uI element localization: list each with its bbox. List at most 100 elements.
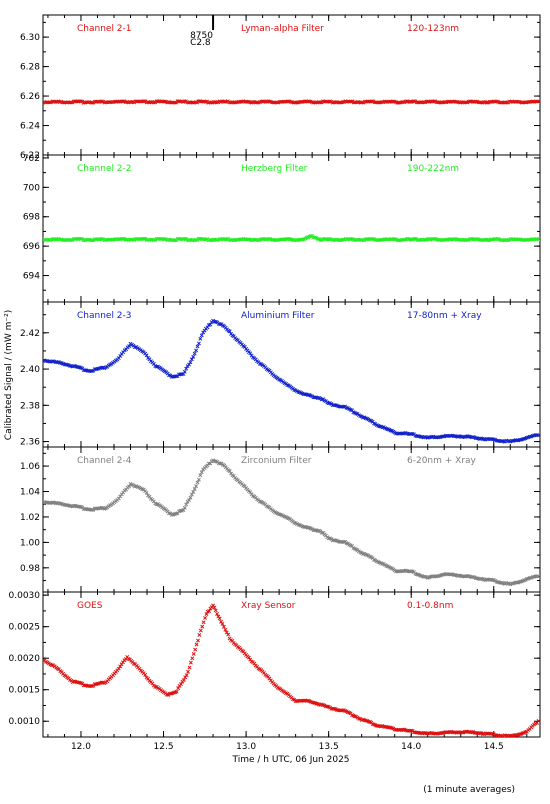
data-point xyxy=(217,616,222,621)
data-point xyxy=(137,237,142,241)
data-point xyxy=(367,418,372,423)
data-point xyxy=(174,689,179,694)
data-point xyxy=(388,237,393,242)
data-point xyxy=(267,676,272,681)
data-point xyxy=(501,439,506,444)
data-point xyxy=(484,731,489,736)
data-point xyxy=(74,237,79,241)
data-point xyxy=(536,237,540,241)
data-point xyxy=(463,100,468,105)
data-point xyxy=(333,538,338,543)
data-point xyxy=(485,238,490,243)
data-point xyxy=(443,237,448,242)
data-point xyxy=(495,438,500,443)
data-point xyxy=(68,363,72,368)
data-point xyxy=(172,238,177,243)
data-point xyxy=(388,99,393,104)
data-point xyxy=(43,360,45,363)
data-point xyxy=(395,569,400,574)
data-point xyxy=(241,236,246,241)
data-point xyxy=(195,344,200,349)
data-point xyxy=(101,365,105,370)
data-point xyxy=(130,482,134,487)
data-point xyxy=(77,680,82,685)
data-point xyxy=(382,99,387,104)
data-point xyxy=(423,574,427,579)
data-point xyxy=(45,500,50,505)
flare-marker-label-top: 8750 xyxy=(190,31,213,41)
data-point xyxy=(189,357,194,362)
filter-label: Herzberg Filter xyxy=(241,164,308,174)
data-point xyxy=(238,99,243,104)
y-tick-label: 6.30 xyxy=(20,33,40,43)
data-point xyxy=(328,99,333,104)
data-point xyxy=(435,574,440,579)
data-point xyxy=(131,661,136,666)
data-point xyxy=(201,620,206,625)
footnote: (1 minute averages) xyxy=(423,785,515,795)
data-point xyxy=(377,560,382,565)
data-point xyxy=(49,663,54,668)
data-point xyxy=(187,498,191,503)
data-point xyxy=(535,99,540,104)
data-point xyxy=(528,99,533,104)
data-point xyxy=(484,100,489,105)
filter-label: Zirconium Filter xyxy=(241,456,312,466)
data-point xyxy=(181,508,186,512)
data-point xyxy=(343,709,348,713)
data-point xyxy=(77,504,82,509)
data-point xyxy=(198,473,203,478)
x-tick-label: 14.5 xyxy=(484,742,504,752)
data-point xyxy=(241,99,246,104)
data-point xyxy=(119,99,124,104)
data-point xyxy=(95,506,100,511)
data-point xyxy=(405,99,409,104)
data-point xyxy=(391,237,396,241)
data-point xyxy=(363,237,368,242)
data-point xyxy=(363,552,368,557)
data-point xyxy=(403,430,408,435)
data-point xyxy=(87,100,92,105)
y-tick-label: 0.0020 xyxy=(9,654,41,664)
data-point xyxy=(74,99,79,104)
data-point xyxy=(366,719,371,724)
data-point xyxy=(450,572,455,577)
y-tick-label: 1.04 xyxy=(20,488,40,498)
data-point xyxy=(471,237,476,242)
data-point xyxy=(198,336,203,341)
data-point xyxy=(200,624,205,629)
data-point xyxy=(363,718,368,723)
data-point xyxy=(428,435,433,439)
data-point xyxy=(317,395,321,400)
data-point xyxy=(465,573,470,578)
data-point xyxy=(409,569,414,574)
data-point xyxy=(352,714,357,719)
data-point xyxy=(517,99,521,104)
data-point xyxy=(455,100,460,104)
data-point xyxy=(213,319,218,324)
data-point xyxy=(69,364,74,369)
data-point xyxy=(182,99,187,104)
data-point xyxy=(495,237,500,241)
data-point xyxy=(416,572,421,577)
data-point xyxy=(344,405,349,410)
data-point xyxy=(400,100,405,105)
data-point xyxy=(501,238,506,243)
data-point xyxy=(285,383,290,388)
data-point xyxy=(422,237,427,242)
data-point xyxy=(509,438,514,443)
data-point xyxy=(209,100,214,105)
data-point xyxy=(260,99,265,104)
data-point xyxy=(231,238,236,243)
data-point xyxy=(384,237,389,242)
y-tick-label: 1.00 xyxy=(20,538,40,548)
data-point xyxy=(412,99,416,104)
data-point xyxy=(405,236,410,241)
data-point xyxy=(416,434,421,439)
data-point xyxy=(191,354,196,359)
data-point xyxy=(311,700,316,705)
data-point xyxy=(344,541,349,546)
data-point xyxy=(351,546,356,551)
data-point xyxy=(84,507,89,511)
